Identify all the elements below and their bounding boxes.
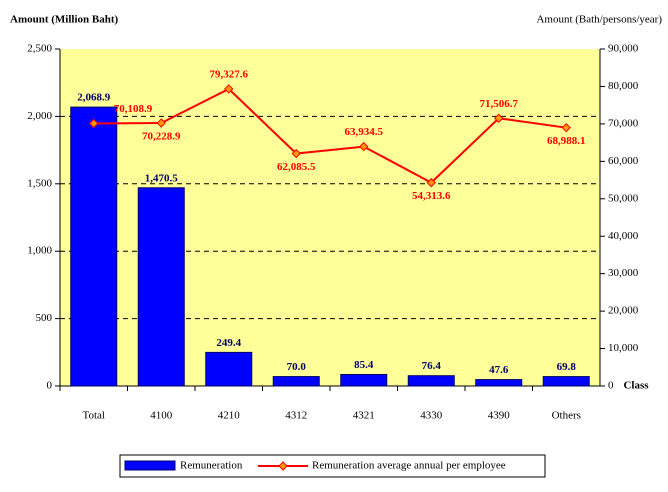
y-tick-label: 1,500 — [27, 177, 52, 189]
x-axis-label: Class — [623, 380, 649, 392]
x-tick-label: 4330 — [420, 410, 443, 422]
y2-axis-label: Amount (Bath/persons/year) — [536, 14, 662, 26]
y2-tick-label: 30,000 — [608, 267, 639, 279]
x-tick-label: 4312 — [285, 410, 307, 422]
y2-tick-label: 50,000 — [608, 192, 639, 204]
bar-value-label: 1,470.5 — [145, 172, 179, 184]
line-value-label: 68,988.1 — [547, 135, 586, 147]
line-marker — [224, 84, 234, 94]
line-value-label: 70,228.9 — [142, 131, 181, 143]
bar — [272, 376, 320, 387]
line-marker — [494, 113, 504, 123]
bar — [475, 379, 523, 387]
bar-value-label: 76.4 — [422, 360, 442, 372]
line-marker — [359, 141, 369, 152]
bar-value-label: 69.8 — [557, 361, 577, 373]
legend-label: Remuneration average annual per employee — [312, 460, 506, 472]
legend — [119, 454, 546, 478]
x-tick-label: 4321 — [353, 410, 375, 422]
bar-value-label: 70.0 — [287, 361, 307, 373]
y2-tick-label: 60,000 — [608, 155, 639, 167]
bar — [70, 106, 118, 387]
line-value-label: 62,085.5 — [277, 161, 316, 173]
y-tick-label: 500 — [36, 312, 53, 324]
line-marker — [561, 122, 571, 133]
legend-label: Remuneration — [180, 460, 243, 472]
y2-tick-label: 80,000 — [608, 80, 639, 92]
bar-value-label: 47.6 — [489, 364, 509, 376]
line-marker — [89, 118, 99, 129]
x-tick-label: Total — [83, 410, 105, 422]
bar-value-label: 85.4 — [354, 359, 374, 371]
y2-tick-label: 0 — [608, 380, 614, 392]
y2-tick-label: 70,000 — [608, 117, 639, 129]
bar — [340, 373, 388, 387]
y-tick-label: 0 — [47, 380, 53, 392]
y-tick-label: 2,500 — [27, 43, 52, 55]
line-marker — [426, 177, 436, 188]
line-marker — [291, 148, 301, 159]
x-tick-label: 4100 — [150, 410, 173, 422]
x-tick-label: 4390 — [488, 410, 511, 422]
x-tick-label: Others — [552, 410, 581, 422]
bar-value-label: 2,068.9 — [77, 92, 111, 104]
bar — [205, 351, 253, 387]
legend-swatch — [124, 460, 176, 471]
line-value-label: 79,327.6 — [210, 68, 249, 80]
line-value-label: 54,313.6 — [412, 190, 451, 202]
legend-swatch — [278, 461, 288, 471]
y2-tick-label: 90,000 — [608, 43, 639, 55]
line-value-label: 70,108.9 — [114, 103, 153, 115]
y-tick-label: 2,000 — [27, 110, 52, 122]
x-tick-label: 4210 — [218, 410, 241, 422]
bar — [407, 375, 455, 387]
bar — [137, 187, 185, 387]
line-value-label: 63,934.5 — [345, 126, 384, 138]
y-tick-label: 1,000 — [27, 245, 52, 257]
y-axis-label: Amount (Million Baht) — [10, 14, 119, 26]
line-marker — [156, 118, 166, 128]
y2-tick-label: 20,000 — [608, 305, 639, 317]
line-value-label: 71,506.7 — [480, 98, 519, 110]
bar-value-label: 249.4 — [216, 337, 241, 349]
y2-tick-label: 10,000 — [608, 342, 639, 354]
line — [93, 87, 567, 184]
bar — [542, 376, 590, 387]
y2-tick-label: 40,000 — [608, 230, 639, 242]
